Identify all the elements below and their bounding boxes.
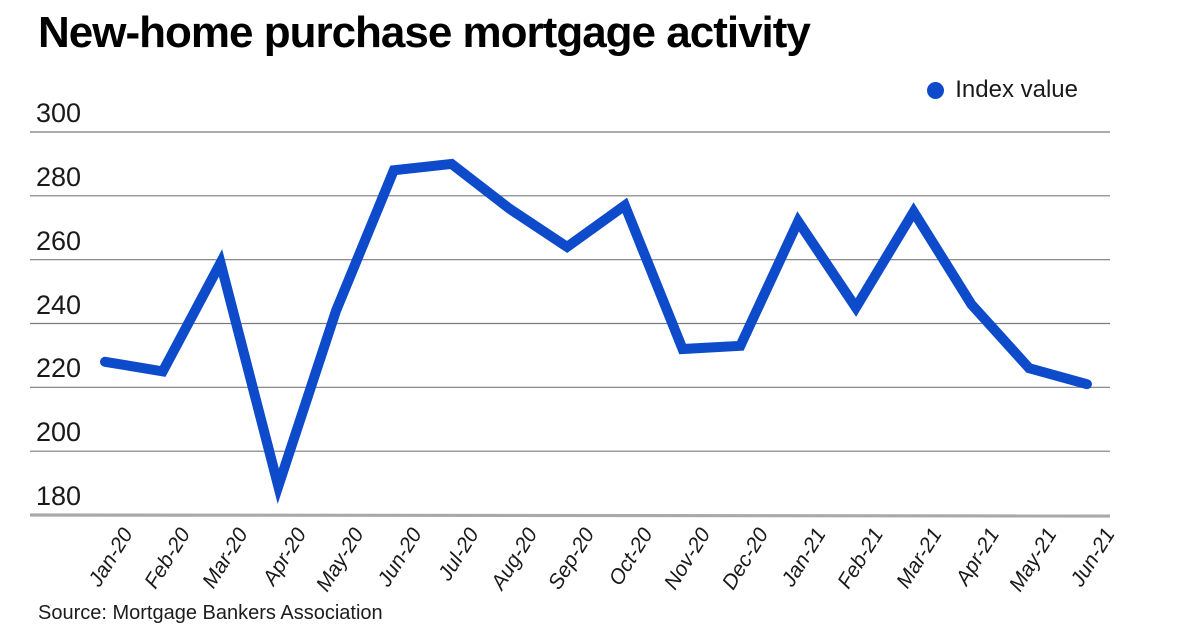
y-tick-label: 180 — [36, 481, 82, 511]
chart-title: New-home purchase mortgage activity — [38, 8, 811, 57]
y-tick-label: 280 — [36, 161, 82, 192]
y-tick-label: 240 — [36, 289, 82, 320]
y-tick-label: 300 — [36, 98, 82, 128]
legend-label: Index value — [955, 76, 1078, 103]
y-tick-label: 220 — [36, 353, 82, 384]
y-tick-label: 260 — [36, 225, 82, 256]
legend: Index value — [927, 76, 1078, 104]
y-tick-label: 200 — [36, 417, 82, 448]
legend-marker-icon — [927, 81, 945, 99]
index-value-line — [100, 158, 1092, 505]
source-note: Source: Mortgage Bankers Association — [38, 602, 383, 624]
axis-baseline — [29, 513, 1111, 518]
